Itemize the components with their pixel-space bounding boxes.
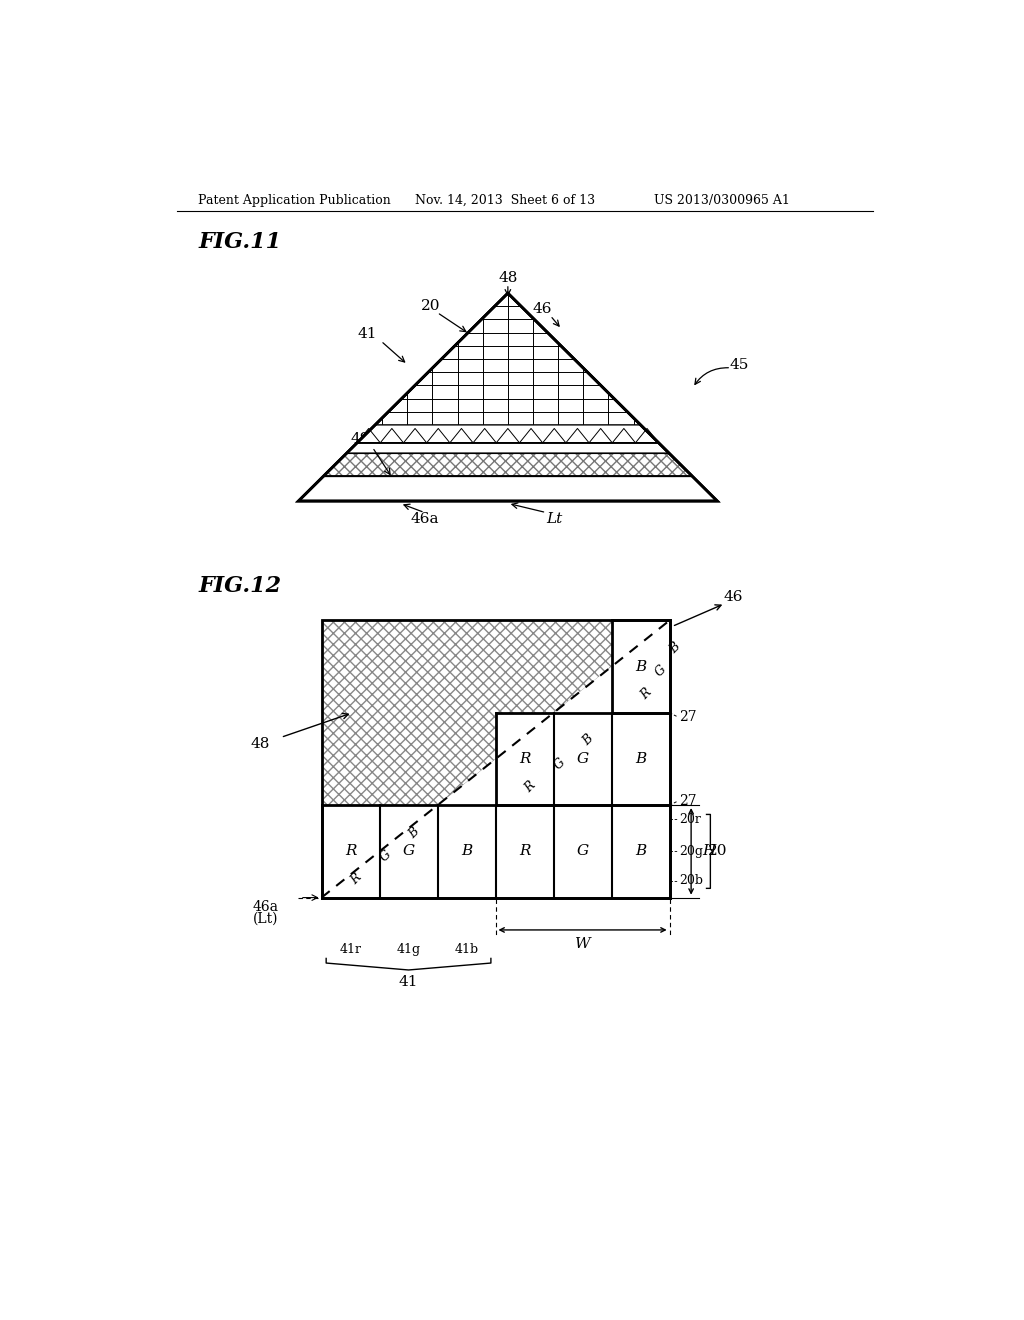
- Text: 46a: 46a: [252, 900, 279, 913]
- Text: R: R: [519, 845, 530, 858]
- Text: B: B: [581, 733, 596, 748]
- Text: B: B: [635, 660, 646, 673]
- Text: 41g: 41g: [396, 944, 421, 957]
- Text: B: B: [407, 825, 422, 841]
- Text: FIG.11: FIG.11: [199, 231, 282, 252]
- Polygon shape: [611, 620, 670, 713]
- Text: 46a: 46a: [411, 512, 439, 525]
- Text: 41: 41: [398, 974, 418, 989]
- Text: (Lt): (Lt): [253, 911, 279, 925]
- Text: Lt: Lt: [546, 512, 562, 525]
- Polygon shape: [357, 425, 658, 442]
- Text: 45: 45: [729, 358, 749, 372]
- Text: B: B: [635, 845, 646, 858]
- Text: R: R: [519, 752, 530, 766]
- Text: 46: 46: [724, 590, 743, 605]
- Text: 41: 41: [358, 327, 378, 341]
- Text: 20g: 20g: [679, 845, 702, 858]
- Text: G: G: [577, 752, 589, 766]
- Text: Nov. 14, 2013  Sheet 6 of 13: Nov. 14, 2013 Sheet 6 of 13: [416, 194, 596, 207]
- Text: 41b: 41b: [455, 944, 478, 957]
- Text: 27: 27: [679, 710, 696, 723]
- Text: 48: 48: [250, 737, 269, 751]
- Text: 46: 46: [532, 302, 552, 317]
- Text: 20r: 20r: [679, 813, 700, 825]
- Text: Patent Application Publication: Patent Application Publication: [199, 194, 391, 207]
- Text: R: R: [348, 871, 365, 887]
- Text: 48: 48: [498, 271, 517, 285]
- Text: 49: 49: [350, 433, 370, 446]
- Text: H: H: [701, 845, 715, 858]
- Text: B: B: [461, 845, 472, 858]
- Text: R: R: [345, 845, 356, 858]
- Text: G: G: [551, 755, 567, 772]
- Text: FIG.12: FIG.12: [199, 574, 282, 597]
- Polygon shape: [346, 293, 669, 453]
- Polygon shape: [324, 293, 692, 477]
- Text: G: G: [402, 845, 415, 858]
- Polygon shape: [322, 805, 670, 898]
- Polygon shape: [322, 620, 670, 898]
- Text: G: G: [652, 663, 669, 680]
- Text: R: R: [638, 686, 654, 702]
- Text: B: B: [635, 752, 646, 766]
- Text: 27: 27: [679, 795, 696, 808]
- Polygon shape: [496, 713, 670, 805]
- Text: 20: 20: [708, 845, 728, 858]
- Text: R: R: [522, 779, 539, 795]
- Text: 41r: 41r: [340, 944, 361, 957]
- Text: 20b: 20b: [679, 874, 702, 887]
- Text: 20: 20: [421, 300, 440, 313]
- Polygon shape: [357, 293, 658, 442]
- Text: W: W: [574, 937, 591, 950]
- Text: US 2013/0300965 A1: US 2013/0300965 A1: [654, 194, 791, 207]
- Text: G: G: [577, 845, 589, 858]
- Text: B: B: [668, 640, 683, 656]
- Text: G: G: [377, 847, 393, 865]
